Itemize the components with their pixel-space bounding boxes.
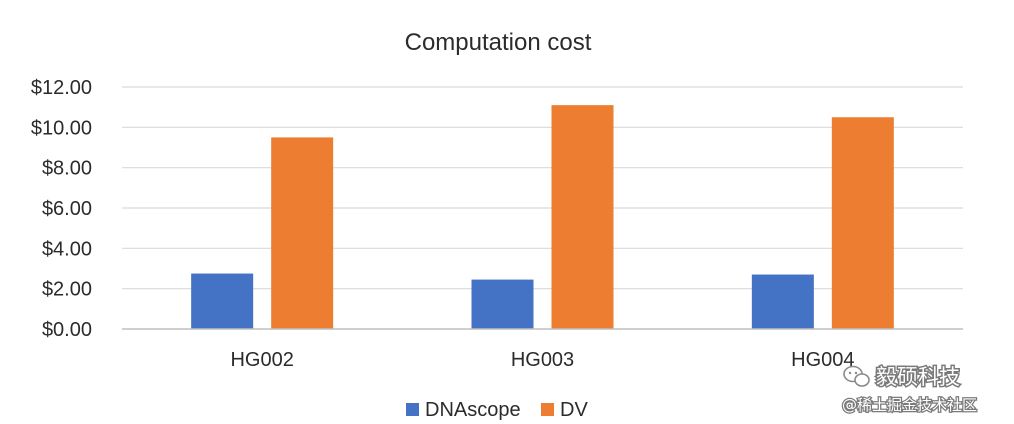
y-axis-ticks: $0.00 $2.00 $4.00 $6.00 $8.00 $10.00 $12.00 (31, 77, 92, 341)
legend: DNAscope DV (406, 399, 588, 421)
x-axis-categories: HG002 HG003 HG004 (230, 349, 854, 371)
legend-swatch-dv (541, 403, 554, 416)
legend-swatch-dnascope (406, 403, 419, 416)
y-tick-label: $4.00 (42, 238, 92, 260)
x-category-label: HG003 (511, 349, 574, 371)
gridlines (122, 86, 963, 290)
bar-dv-hg002 (271, 137, 334, 329)
y-tick-label: $10.00 (31, 117, 92, 139)
chart-title: Computation cost (405, 29, 592, 56)
x-category-label: HG004 (791, 349, 854, 371)
legend-label-dnascope: DNAscope (425, 399, 521, 421)
y-tick-label: $6.00 (42, 198, 92, 220)
y-tick-label: $12.00 (31, 77, 92, 99)
y-tick-label: $2.00 (42, 279, 92, 301)
watermark: 毅硕科技 @稀土掘金技术社区 (841, 364, 979, 416)
watermark-source: @稀土掘金技术社区 (842, 396, 977, 414)
bars (191, 105, 894, 330)
x-category-label: HG002 (230, 349, 293, 371)
bar-dnascope-hg004 (751, 274, 814, 329)
y-tick-label: $8.00 (42, 158, 92, 180)
bar-dnascope-hg002 (191, 273, 254, 329)
y-tick-label: $0.00 (42, 319, 92, 341)
wechat-icon (843, 365, 870, 387)
bar-dv-hg004 (831, 117, 894, 329)
bar-dv-hg003 (551, 105, 614, 330)
watermark-brand: 毅硕科技 (876, 365, 960, 389)
bar-dnascope-hg003 (471, 279, 534, 329)
legend-label-dv: DV (560, 399, 588, 421)
